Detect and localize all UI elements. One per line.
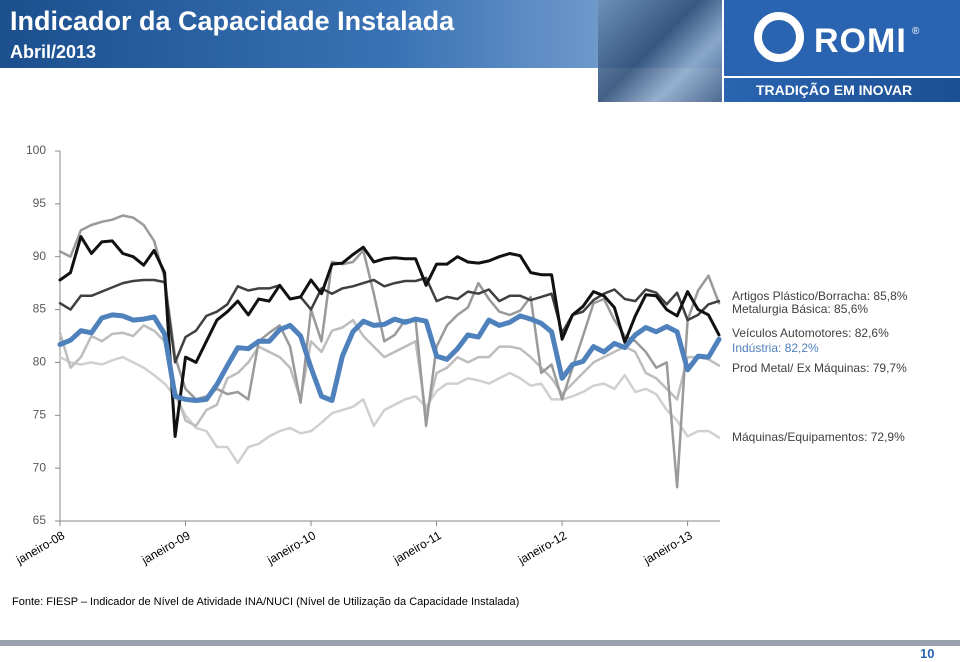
subtitle: Abril/2013 — [10, 42, 97, 62]
y-tick-label: 80 — [33, 355, 47, 369]
legend-label: Metalurgia Básica: 85,6% — [732, 302, 868, 316]
header-photo — [598, 0, 722, 102]
x-tick-label: janeiro-13 — [641, 528, 695, 567]
y-tick-label: 100 — [26, 143, 46, 157]
title: Indicador da Capacidade Instalada — [10, 6, 455, 36]
legend-label: Artigos Plástico/Borracha: 85,8% — [732, 289, 908, 303]
y-tick-label: 85 — [33, 302, 47, 316]
x-tick-label: janeiro-08 — [13, 528, 67, 567]
x-tick-label: janeiro-09 — [139, 528, 193, 567]
footer-bar — [0, 640, 960, 646]
y-tick-label: 65 — [33, 513, 47, 527]
logo-mark: ® — [912, 26, 920, 37]
chart: 65 70 75 80 85 90 95 100 janeiro-08 janeiro-09 jan… — [13, 143, 908, 567]
x-tick-label: janeiro-11 — [390, 528, 444, 567]
legend-label: Máquinas/Equipamentos: 72,9% — [732, 430, 905, 444]
source-note: Fonte: FIESP – Indicador de Nível de Ati… — [12, 596, 520, 608]
series-line — [58, 276, 721, 364]
page-number: 10 — [920, 646, 935, 661]
logo: ROMI ® — [724, 0, 960, 76]
x-tick-label: janeiro-12 — [515, 528, 569, 567]
series-line — [58, 318, 721, 428]
tagline: TRADIÇÃO EM INOVAR — [756, 82, 913, 98]
y-tick-label: 90 — [33, 249, 47, 263]
legend-label: Prod Metal/ Ex Máquinas: 79,7% — [732, 361, 907, 375]
logo-ring — [754, 12, 804, 62]
series-line — [58, 214, 721, 489]
legend-label: Veículos Automotores: 82,6% — [732, 326, 889, 340]
y-tick-label: 70 — [33, 460, 47, 474]
tagline-bar: TRADIÇÃO EM INOVAR — [724, 78, 960, 102]
series-line — [57, 312, 722, 403]
legend-label: Indústria: 82,2% — [732, 341, 819, 355]
x-tick-label: janeiro-10 — [264, 528, 318, 567]
y-tick-label: 95 — [33, 196, 47, 210]
y-tick-label: 75 — [33, 407, 47, 421]
logo-brand: ROMI — [814, 22, 907, 60]
series-line — [58, 355, 721, 465]
